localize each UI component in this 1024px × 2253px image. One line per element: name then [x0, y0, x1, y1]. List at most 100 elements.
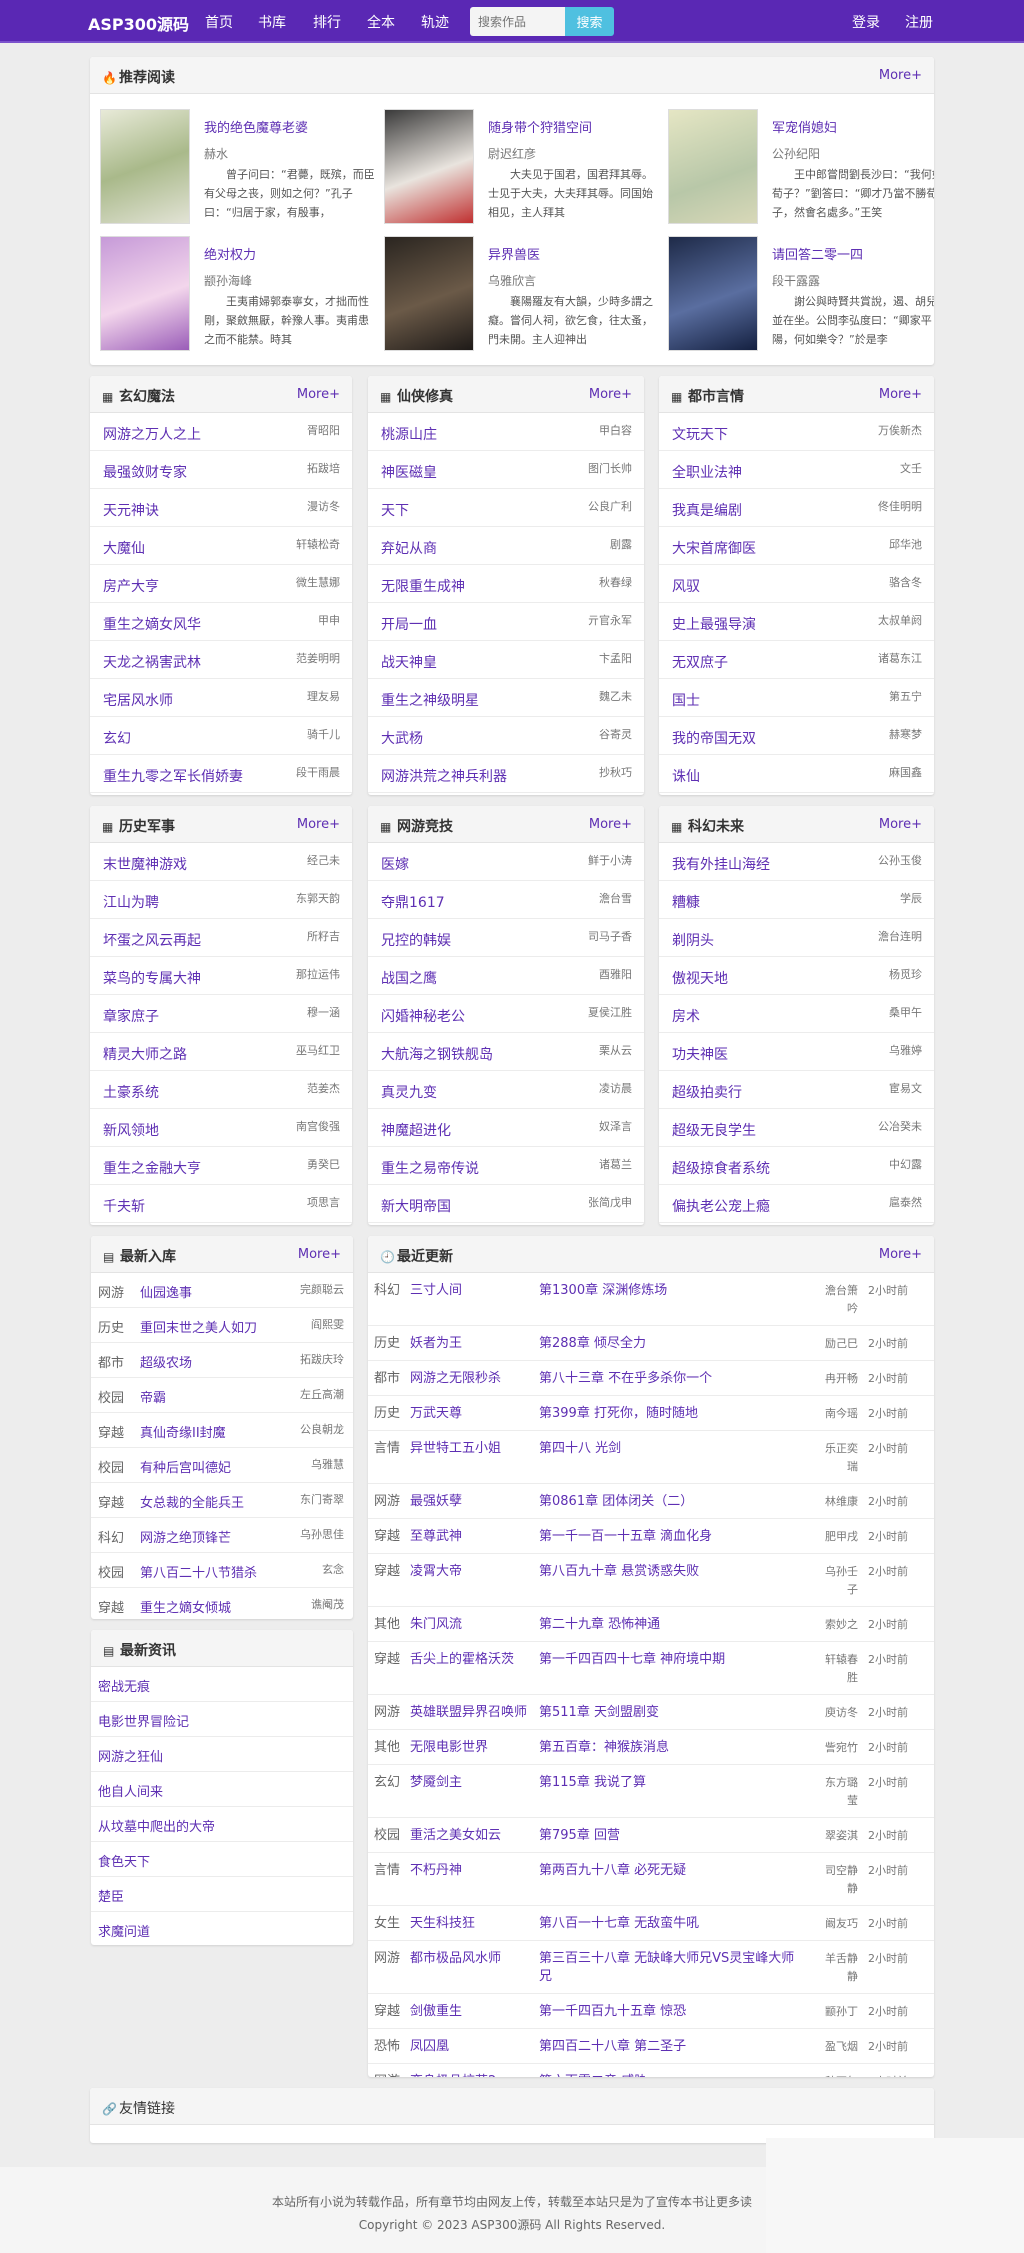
book-link[interactable]: 无双庶子	[672, 655, 728, 671]
book-cover[interactable]	[384, 109, 474, 224]
book-link[interactable]: 剃阴头	[672, 933, 714, 949]
chapter-link[interactable]: 第一千四百九十五章 惊恐	[539, 2004, 687, 2019]
book-link[interactable]: 至尊武神	[410, 1529, 463, 1544]
book-link[interactable]: 大武杨	[381, 731, 423, 747]
book-link[interactable]: 精灵大师之路	[103, 1047, 187, 1063]
book-link[interactable]: 网游之万人之上	[103, 427, 201, 443]
book-link[interactable]: 新大明帝国	[381, 1199, 451, 1215]
book-link[interactable]: 新风领地	[103, 1123, 159, 1139]
book-link[interactable]: 重生九零之军长俏娇妻	[103, 769, 243, 785]
book-link[interactable]: 无限重生成神	[381, 579, 465, 595]
book-link[interactable]: 凌霄大帝	[410, 1564, 463, 1579]
book-link[interactable]: 第八百二十八节猎杀	[140, 1566, 258, 1581]
book-cover[interactable]	[668, 109, 758, 224]
book-link[interactable]: 重生之神级明星	[381, 693, 479, 709]
book-link[interactable]: 房产大亨	[103, 579, 159, 595]
book-link[interactable]: 战天神皇	[381, 655, 437, 671]
book-link[interactable]: 重生之嫡女风华	[103, 617, 201, 633]
book-link[interactable]: 偏执老公宠上瘾	[672, 1199, 770, 1215]
book-link[interactable]: 超级掠食者系统	[672, 1161, 770, 1177]
chapter-link[interactable]: 第四百二十八章 第二圣子	[539, 2039, 687, 2054]
book-link[interactable]: 我的帝国无双	[672, 731, 756, 747]
book-title[interactable]: 军宠俏媳妇	[772, 121, 838, 136]
book-link[interactable]: 糟糠	[672, 895, 700, 911]
chapter-link[interactable]: 第一千一百一十五章 滴血化身	[539, 1529, 713, 1544]
book-link[interactable]: 最强敛财专家	[103, 465, 187, 481]
book-link[interactable]: 网游洪荒之神兵利器	[381, 769, 507, 785]
book-link[interactable]: 医嫁	[381, 857, 409, 873]
book-link[interactable]: 万武天尊	[410, 1406, 463, 1421]
book-title[interactable]: 请回答二零一四	[772, 248, 864, 263]
book-link[interactable]: 国士	[672, 693, 700, 709]
search-input[interactable]	[470, 7, 565, 36]
book-link[interactable]: 朱门风流	[410, 1617, 463, 1632]
book-link[interactable]: 风驭	[672, 579, 700, 595]
book-link[interactable]: 傲视天地	[672, 971, 728, 987]
news-link[interactable]: 食色天下	[98, 1855, 151, 1870]
news-link[interactable]: 楚臣	[98, 1890, 125, 1905]
book-link[interactable]: 大航海之钢铁舰岛	[381, 1047, 493, 1063]
book-link[interactable]: 天下	[381, 503, 409, 519]
nav-ranking[interactable]: 排行	[313, 15, 341, 31]
book-link[interactable]: 都市极品风水师	[410, 1951, 502, 1966]
book-link[interactable]: 真灵九变	[381, 1085, 437, 1101]
book-link[interactable]: 英雄联盟异界召唤师	[410, 1705, 528, 1720]
book-link[interactable]: 功夫神医	[672, 1047, 728, 1063]
book-link[interactable]: 超级无良学生	[672, 1123, 756, 1139]
book-link[interactable]: 弃妃从商	[381, 541, 437, 557]
book-link[interactable]: 天生科技狂	[410, 1916, 476, 1931]
more-link[interactable]: More+	[588, 387, 632, 402]
more-link[interactable]: More+	[297, 1247, 341, 1262]
book-link[interactable]: 章家庶子	[103, 1009, 159, 1025]
chapter-link[interactable]: 第两百九十八章 必死无疑	[539, 1863, 687, 1878]
chapter-link[interactable]: 第一千四百四十七章 神府境中期	[539, 1652, 726, 1667]
book-link[interactable]: 神魔超进化	[381, 1123, 451, 1139]
chapter-link[interactable]: 第八十三章 不在乎多杀你一个	[539, 1371, 713, 1386]
book-link[interactable]: 兄控的韩娱	[381, 933, 451, 949]
book-link[interactable]: 超级农场	[140, 1356, 193, 1371]
more-link[interactable]: More+	[296, 387, 340, 402]
book-link[interactable]: 异世特工五小姐	[410, 1441, 502, 1456]
book-title[interactable]: 随身带个狩猎空间	[488, 121, 593, 136]
site-logo[interactable]: ASP300源码	[88, 15, 190, 34]
book-link[interactable]: 不朽丹神	[410, 1863, 463, 1878]
chapter-link[interactable]: 第511章 天剑盟剧变	[539, 1705, 659, 1720]
book-link[interactable]: 重生之嫡女倾城	[140, 1601, 232, 1616]
chapter-link[interactable]: 第795章 回营	[539, 1828, 620, 1843]
book-link[interactable]: 我有外挂山海经	[672, 857, 770, 873]
book-link[interactable]: 帝霸	[140, 1391, 167, 1406]
book-link[interactable]: 桃源山庄	[381, 427, 437, 443]
book-link[interactable]: 三寸人间	[410, 1283, 463, 1298]
book-link[interactable]: 网游之无限秒杀	[410, 1371, 502, 1386]
book-link[interactable]: 变身极品校花2	[410, 2073, 539, 2077]
book-link[interactable]: 凤囚凰	[410, 2039, 450, 2054]
chapter-link[interactable]: 第六百零二章 威胁	[539, 2073, 801, 2077]
book-title[interactable]: 我的绝色魔尊老婆	[204, 121, 309, 136]
news-link[interactable]: 求魔问道	[98, 1925, 151, 1940]
book-link[interactable]: 全职业法神	[672, 465, 742, 481]
more-link[interactable]: More+	[878, 68, 922, 83]
book-cover[interactable]	[384, 236, 474, 351]
book-link[interactable]: 女总裁的全能兵王	[140, 1496, 245, 1511]
book-link[interactable]: 江山为聘	[103, 895, 159, 911]
news-link[interactable]: 网游之狂仙	[98, 1750, 164, 1765]
more-link[interactable]: More+	[878, 1247, 922, 1262]
book-link[interactable]: 超级拍卖行	[672, 1085, 742, 1101]
book-link[interactable]: 重生之易帝传说	[381, 1161, 479, 1177]
book-link[interactable]: 千夫斩	[103, 1199, 145, 1215]
more-link[interactable]: More+	[588, 817, 632, 832]
book-link[interactable]: 最强妖孽	[410, 1494, 463, 1509]
book-link[interactable]: 神医磁皇	[381, 465, 437, 481]
book-link[interactable]: 大宋首席御医	[672, 541, 756, 557]
chapter-link[interactable]: 第四十八 光剑	[539, 1441, 622, 1456]
book-link[interactable]: 仙园逸事	[140, 1286, 193, 1301]
book-link[interactable]: 重活之美女如云	[410, 1828, 502, 1843]
more-link[interactable]: More+	[296, 817, 340, 832]
book-cover[interactable]	[100, 236, 190, 351]
register-link[interactable]: 注册	[905, 15, 933, 31]
chapter-link[interactable]: 第399章 打死你，随时随地	[539, 1406, 698, 1421]
book-link[interactable]: 闪婚神秘老公	[381, 1009, 465, 1025]
book-link[interactable]: 网游之绝顶锋芒	[140, 1531, 232, 1546]
book-link[interactable]: 宅居风水师	[103, 693, 173, 709]
news-link[interactable]: 密战无痕	[98, 1680, 151, 1695]
